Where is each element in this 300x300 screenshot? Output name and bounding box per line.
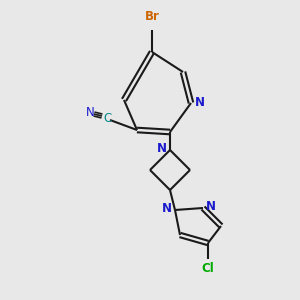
Text: N: N — [162, 202, 172, 215]
Text: N: N — [195, 97, 205, 110]
Text: Br: Br — [145, 10, 159, 23]
Text: N: N — [85, 106, 94, 118]
Text: N: N — [157, 142, 167, 155]
Text: N: N — [206, 200, 216, 214]
Text: Cl: Cl — [202, 262, 214, 275]
Text: C: C — [103, 112, 111, 124]
